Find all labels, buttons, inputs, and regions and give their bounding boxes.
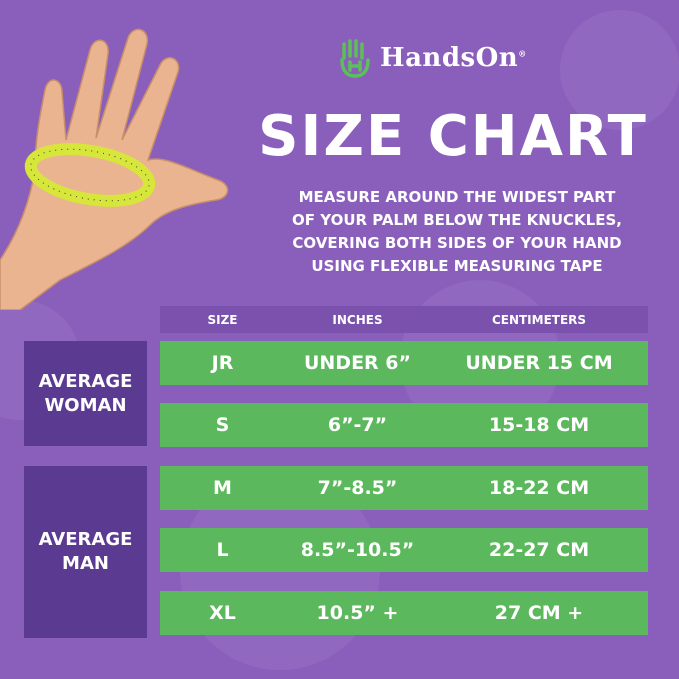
inches-cell: 10.5” + — [316, 602, 399, 624]
group-average-man: AVERAGE MAN — [24, 466, 147, 638]
table-row: XL 10.5” + 27 CM + — [160, 591, 648, 635]
table-row: L 8.5”-10.5” 22-27 CM — [160, 528, 648, 572]
cm-cell: UNDER 15 CM — [465, 352, 613, 374]
header-inches: INCHES — [332, 312, 383, 327]
size-cell: M — [213, 477, 232, 499]
header-centimeters: CENTIMETERS — [491, 312, 587, 327]
instruction-line: USING FLEXIBLE MEASURING TAPE — [311, 257, 603, 275]
instruction-line: MEASURE AROUND THE WIDEST PART — [298, 188, 616, 206]
size-cell: JR — [211, 352, 234, 374]
inches-cell: 8.5”-10.5” — [300, 539, 415, 561]
brand-name: HandsOn® — [380, 43, 527, 73]
cm-cell: 22-27 CM — [488, 539, 590, 561]
table-row: JR UNDER 6” UNDER 15 CM — [160, 341, 648, 385]
cm-cell: 18-22 CM — [488, 477, 590, 499]
cm-cell: 27 CM + — [494, 602, 584, 624]
group-average-woman: AVERAGE WOMAN — [24, 341, 147, 446]
size-cell: S — [215, 414, 230, 436]
inches-cell: 6”-7” — [327, 414, 388, 436]
inches-cell: UNDER 6” — [303, 352, 412, 374]
measuring-instructions: MEASURE AROUND THE WIDEST PART OF YOUR P… — [262, 186, 652, 278]
instruction-line: OF YOUR PALM BELOW THE KNUCKLES, — [292, 211, 622, 229]
page-title: SIZE CHART — [258, 104, 648, 169]
header-size: SIZE — [207, 312, 238, 327]
table-row: M 7”-8.5” 18-22 CM — [160, 466, 648, 510]
bg-bubble — [560, 10, 679, 130]
hand-logo-icon — [340, 39, 370, 78]
cm-cell: 15-18 CM — [488, 414, 590, 436]
size-cell: L — [216, 539, 229, 561]
instruction-line: COVERING BOTH SIDES OF YOUR HAND — [292, 234, 622, 252]
size-cell: XL — [209, 602, 236, 624]
table-row: S 6”-7” 15-18 CM — [160, 403, 648, 447]
table-header: SIZE INCHES CENTIMETERS — [160, 306, 648, 333]
hand-measuring-tape-illustration — [0, 28, 229, 310]
inches-cell: 7”-8.5” — [317, 477, 398, 499]
brand-logo: HandsOn® — [338, 38, 527, 78]
